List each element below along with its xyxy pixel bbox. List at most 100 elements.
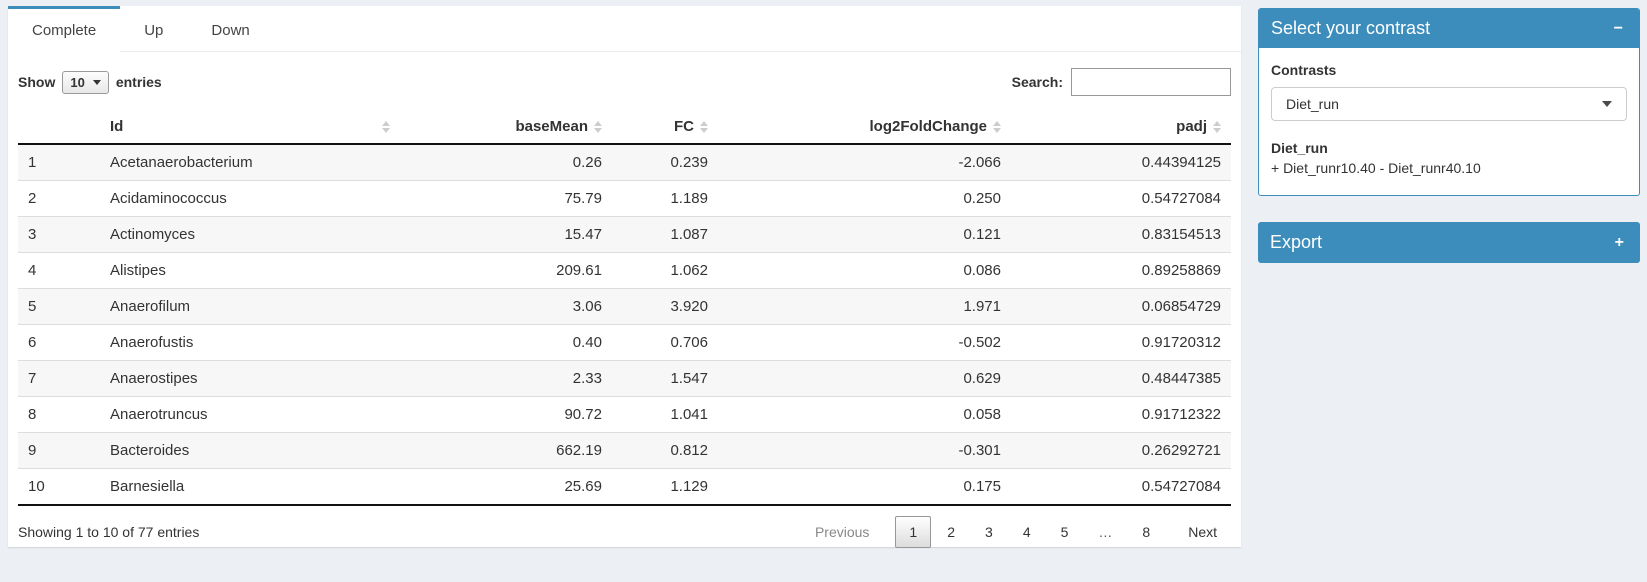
table-body: 1 Acetanaerobacterium 0.26 0.239 -2.066 0.443… bbox=[18, 144, 1231, 506]
cell-basemean: 662.19 bbox=[400, 432, 612, 469]
tab-complete[interactable]: Complete bbox=[8, 6, 121, 52]
table-footer: Showing 1 to 10 of 77 entries Previous 1… bbox=[18, 516, 1231, 556]
pagination-page-1[interactable]: 1 bbox=[895, 516, 932, 548]
sort-both-icon bbox=[700, 121, 708, 133]
cell-basemean: 25.69 bbox=[400, 468, 612, 506]
contrast-detail: Diet_run + Diet_runr10.40 - Diet_runr40.… bbox=[1271, 138, 1627, 179]
pagination-ellipsis: … bbox=[1098, 524, 1113, 540]
page-length-value: 10 bbox=[70, 74, 85, 90]
pagination-page-2[interactable]: 2 bbox=[947, 524, 956, 540]
cell-basemean: 3.06 bbox=[400, 288, 612, 325]
table-controls: Show 10 entries Search: bbox=[18, 68, 1231, 96]
entries-label: entries bbox=[115, 74, 162, 90]
table-row: 7 Anaerostipes 2.33 1.547 0.629 0.48447385 bbox=[18, 360, 1231, 397]
sort-both-icon bbox=[382, 121, 390, 133]
cell-fc: 0.812 bbox=[612, 432, 718, 469]
cell-log2foldchange: -2.066 bbox=[958, 154, 1001, 171]
cell-fc: 3.920 bbox=[612, 288, 718, 325]
cell-padj: 0.26292721 bbox=[1011, 432, 1231, 469]
cell-basemean: 15.47 bbox=[400, 216, 612, 253]
cell-fc: 1.547 bbox=[612, 360, 718, 397]
cell-id: Acetanaerobacterium bbox=[110, 154, 253, 171]
cell-fc: 1.087 bbox=[612, 216, 718, 253]
cell-log2foldchange: -0.301 bbox=[718, 432, 1011, 469]
cell-padj: 0.06854729 bbox=[1011, 288, 1231, 325]
cell-fc: 1.062 bbox=[612, 252, 718, 289]
sort-both-icon bbox=[1213, 121, 1221, 133]
tab-down[interactable]: Down bbox=[211, 21, 250, 39]
cell-index: 5 bbox=[18, 288, 100, 325]
pagination-page-3[interactable]: 3 bbox=[985, 524, 993, 540]
col-header-fc-label: FC bbox=[674, 118, 694, 135]
cell-padj: 0.44394125 bbox=[1141, 154, 1221, 171]
tab-content: Show 10 entries Search: bbox=[8, 52, 1241, 556]
contrast-formula: + Diet_runr10.40 - Diet_runr40.10 bbox=[1271, 160, 1481, 177]
cell-basemean: 0.26 bbox=[572, 154, 602, 171]
cell-basemean: 209.61 bbox=[400, 252, 612, 289]
cell-fc: 1.189 bbox=[612, 180, 718, 217]
table-info: Showing 1 to 10 of 77 entries bbox=[18, 524, 200, 540]
cell-log2foldchange: 1.971 bbox=[718, 288, 1011, 325]
col-header-padj-label: padj bbox=[1176, 118, 1207, 135]
cell-padj: 0.91712322 bbox=[1011, 396, 1231, 433]
col-header-fc[interactable]: FC bbox=[612, 110, 718, 145]
search-label: Search: bbox=[1011, 74, 1063, 90]
cell-fc: 0.239 bbox=[670, 154, 708, 171]
collapse-minus-icon[interactable]: − bbox=[1613, 19, 1623, 37]
contrast-select[interactable]: Diet_run bbox=[1271, 87, 1627, 121]
col-header-id[interactable]: Id bbox=[100, 110, 400, 145]
cell-index: 3 bbox=[18, 216, 100, 253]
table-row: 10 Barnesiella 25.69 1.129 0.175 0.54727084 bbox=[18, 468, 1231, 506]
search-control: Search: bbox=[1012, 68, 1231, 96]
contrast-panel-body: Contrasts Diet_run Diet_run + Diet_runr1… bbox=[1259, 48, 1639, 195]
cell-log2foldchange: 0.121 bbox=[718, 216, 1011, 253]
export-panel-header[interactable]: Export + bbox=[1258, 222, 1640, 263]
cell-id: Anaerotruncus bbox=[100, 396, 400, 433]
cell-index: 6 bbox=[18, 324, 100, 361]
cell-index: 7 bbox=[18, 360, 100, 397]
cell-id: Barnesiella bbox=[100, 468, 400, 506]
pagination-page-8[interactable]: 8 bbox=[1142, 524, 1151, 540]
chevron-down-icon bbox=[1602, 101, 1612, 107]
search-input[interactable] bbox=[1071, 68, 1231, 96]
pagination-page-5[interactable]: 5 bbox=[1060, 524, 1069, 540]
cell-index: 4 bbox=[18, 252, 100, 289]
cell-id: Anaerofilum bbox=[100, 288, 400, 325]
table-row: 4 Alistipes 209.61 1.062 0.086 0.89258869 bbox=[18, 252, 1231, 289]
table-row: 9 Bacteroides 662.19 0.812 -0.301 0.26292721 bbox=[18, 432, 1231, 469]
cell-padj: 0.48447385 bbox=[1011, 360, 1231, 397]
cell-id: Alistipes bbox=[100, 252, 400, 289]
contrast-panel-header[interactable]: Select your contrast − bbox=[1259, 9, 1639, 48]
pagination-next[interactable]: Next bbox=[1188, 524, 1217, 540]
tab-up[interactable]: Up bbox=[144, 21, 164, 39]
cell-index: 8 bbox=[18, 396, 100, 433]
col-header-padj[interactable]: padj bbox=[1011, 110, 1231, 145]
table-header-row: Id baseMean FC bbox=[18, 110, 1231, 145]
cell-id: Anaerostipes bbox=[100, 360, 400, 397]
cell-index: 10 bbox=[18, 468, 100, 506]
table-row: 5 Anaerofilum 3.06 3.920 1.971 0.06854729 bbox=[18, 288, 1231, 325]
contrasts-label: Contrasts bbox=[1271, 62, 1337, 78]
show-label: Show bbox=[18, 74, 56, 90]
cell-id: Anaerofustis bbox=[100, 324, 400, 361]
cell-fc: 0.706 bbox=[612, 324, 718, 361]
cell-padj: 0.89258869 bbox=[1011, 252, 1231, 289]
page-length-select[interactable]: 10 bbox=[62, 70, 109, 94]
expand-plus-icon[interactable]: + bbox=[1614, 233, 1624, 251]
col-header-index bbox=[18, 110, 100, 145]
sort-both-icon bbox=[594, 121, 602, 133]
col-header-log2foldchange[interactable]: log2FoldChange bbox=[718, 110, 1011, 145]
cell-basemean: 90.72 bbox=[400, 396, 612, 433]
col-header-basemean[interactable]: baseMean bbox=[400, 110, 612, 145]
cell-padj: 0.54727084 bbox=[1011, 180, 1231, 217]
cell-fc: 1.041 bbox=[612, 396, 718, 433]
cell-index: 9 bbox=[18, 432, 100, 469]
pagination: Previous 1 2 3 4 5 … 8 Next bbox=[799, 516, 1231, 548]
col-header-id-label: Id bbox=[110, 118, 124, 135]
contrast-select-value: Diet_run bbox=[1286, 96, 1339, 112]
col-header-basemean-label: baseMean bbox=[515, 118, 588, 135]
pagination-page-4[interactable]: 4 bbox=[1022, 524, 1031, 540]
cell-log2foldchange: 0.086 bbox=[718, 252, 1011, 289]
cell-log2foldchange: 0.058 bbox=[718, 396, 1011, 433]
pagination-previous[interactable]: Previous bbox=[814, 524, 870, 540]
